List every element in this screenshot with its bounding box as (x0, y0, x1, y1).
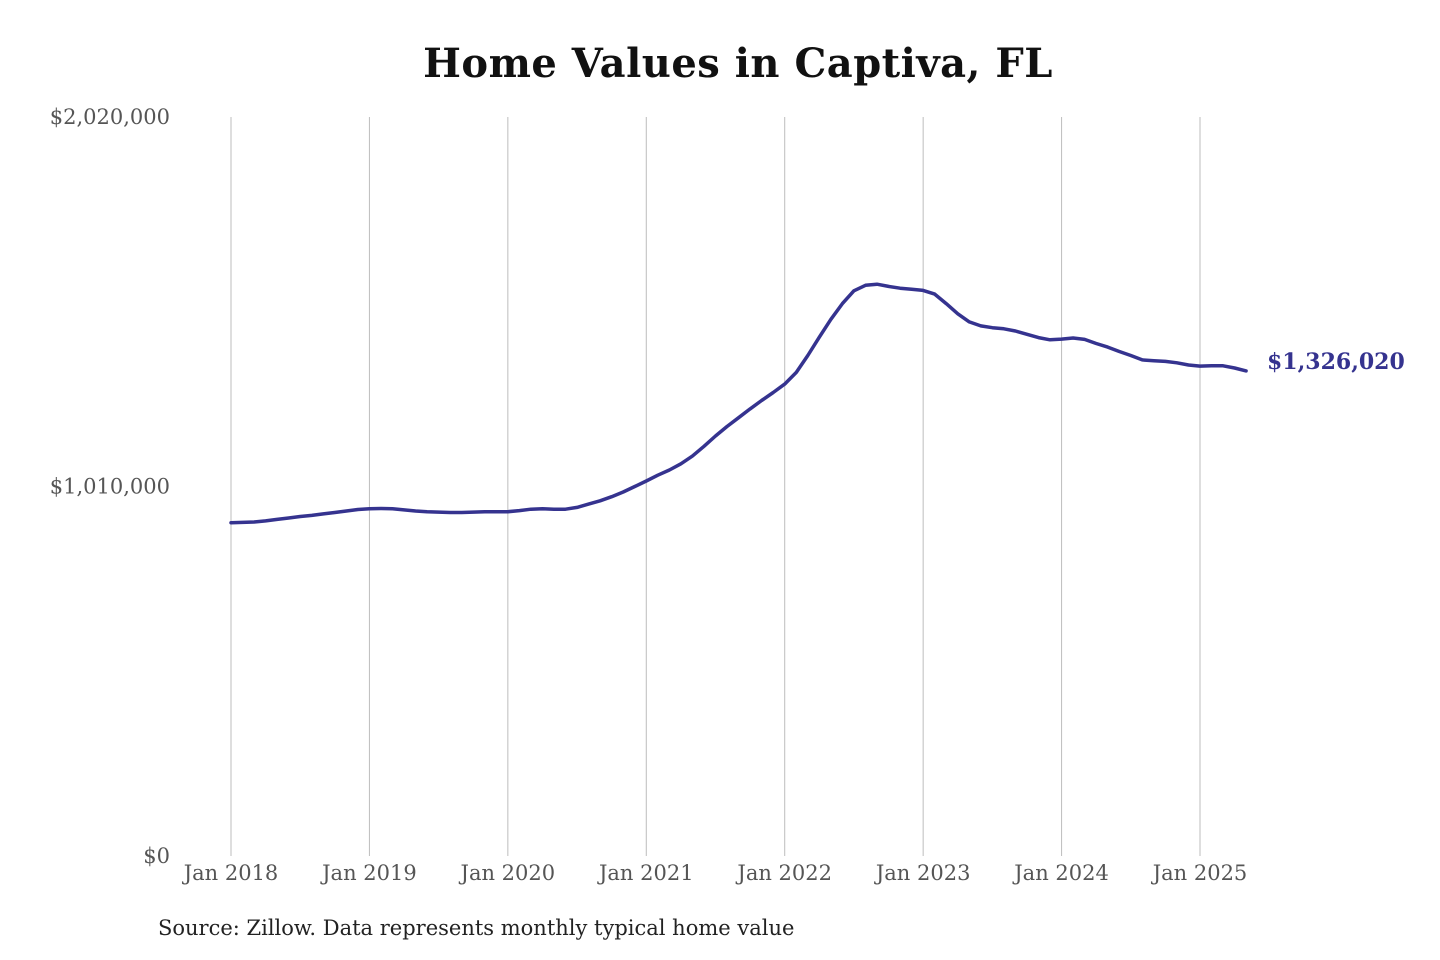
end-value-label: $1,326,020 (1267, 349, 1405, 375)
x-axis-ticks: Jan 2018 Jan 2019 Jan 2020 Jan 2021 Jan 2022… (182, 861, 1248, 885)
x-tick-label: Jan 2020 (459, 861, 556, 885)
y-tick-label: $1,010,000 (50, 475, 170, 499)
x-tick-label: Jan 2024 (1012, 861, 1109, 885)
x-tick-label: Jan 2022 (735, 861, 832, 885)
series-layer: $1,326,020 (229, 282, 1405, 525)
x-tick-label: Jan 2018 (182, 861, 279, 885)
y-axis-ticks: $0 $1,010,000 $2,020,000 (50, 105, 170, 868)
y-tick-label: $0 (143, 844, 170, 868)
chart-title: Home Values in Captiva, FL (423, 40, 1053, 87)
x-tick-label: Jan 2021 (597, 861, 694, 885)
source-note: Source: Zillow. Data represents monthly … (158, 916, 795, 940)
grid-lines (230, 117, 1201, 856)
x-tick-label: Jan 2025 (1151, 861, 1248, 885)
y-tick-label: $2,020,000 (50, 105, 170, 129)
x-tick-label: Jan 2023 (874, 861, 971, 885)
series-line (229, 282, 1248, 525)
x-tick-label: Jan 2019 (320, 861, 417, 885)
